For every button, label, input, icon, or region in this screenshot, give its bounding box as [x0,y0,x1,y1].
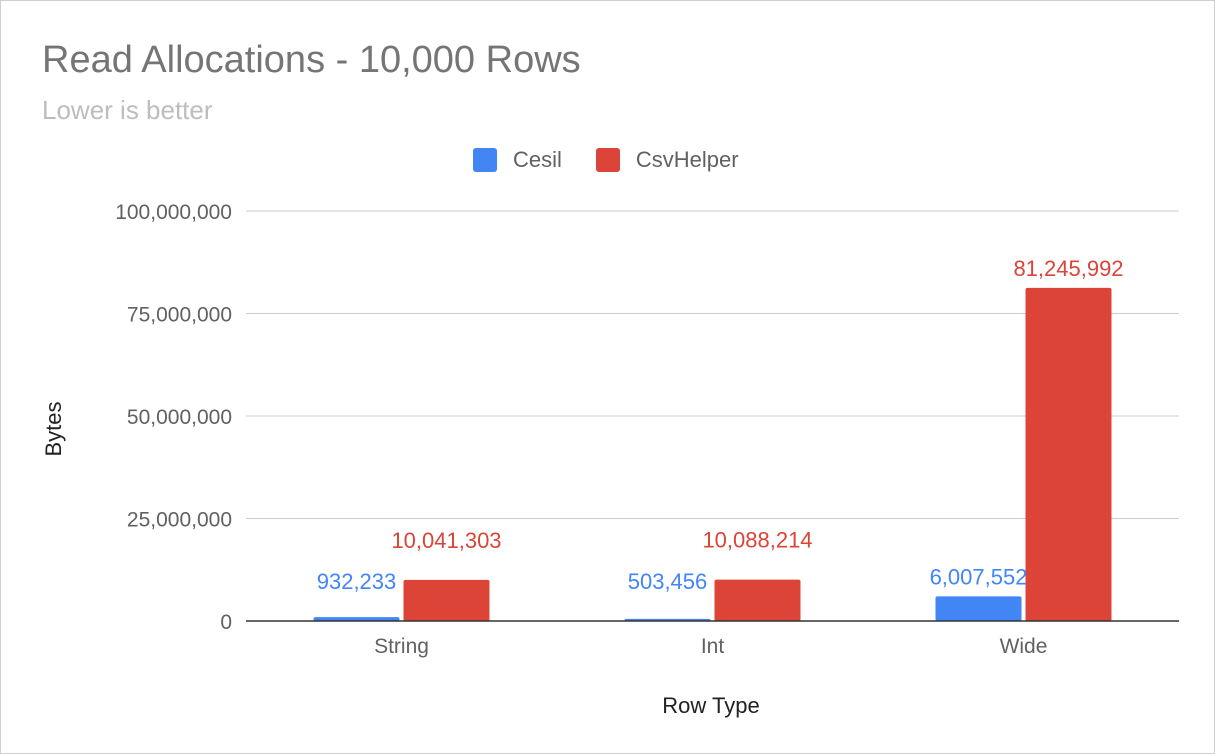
bar-csvhelper-string[interactable] [403,579,490,621]
chart-subtitle: Lower is better [42,95,213,125]
data-label-cesil-wide: 6,007,552 [930,564,1028,589]
legend-swatch-csvhelper [595,148,620,172]
y-tick-label: 50,000,000 [127,406,232,429]
y-axis-title: Bytes [41,401,66,456]
legend-label-cesil: Cesil [513,147,562,172]
data-label-csvhelper-string: 10,041,303 [391,528,501,553]
bars [313,287,1112,621]
y-tick-label: 0 [220,611,232,634]
axes: 0 25,000,000 50,000,000 75,000,000 100,000,0… [41,201,1179,718]
data-label-cesil-string: 932,233 [317,569,397,594]
x-tick-label: Wide [1000,635,1048,658]
y-tick-label: 25,000,000 [127,509,232,532]
legend-swatch-cesil [473,148,497,172]
data-labels: 932,233 10,041,303 503,456 10,088,214 6,007,… [317,256,1124,594]
legend-item-csvhelper[interactable]: CsvHelper [595,147,739,173]
data-label-csvhelper-wide: 81,245,992 [1013,256,1123,281]
data-label-csvhelper-int: 10,088,214 [702,528,812,553]
legend-label-csvhelper: CsvHelper [635,147,739,172]
bar-csvhelper-wide[interactable] [1025,287,1112,621]
bar-csvhelper-int[interactable] [714,579,801,621]
legend-item-cesil[interactable]: Cesil [473,147,562,173]
bar-cesil-wide[interactable] [935,596,1022,621]
x-tick-label: String [374,635,429,658]
bar-cesil-string[interactable] [313,617,400,621]
x-tick-label: Int [701,635,725,658]
x-axis-title: Row Type [662,693,759,718]
data-label-cesil-int: 503,456 [628,569,708,594]
chart-title: Read Allocations - 10,000 Rows [42,39,581,81]
y-tick-label: 100,000,000 [115,201,232,224]
gridlines [246,210,1179,519]
y-tick-label: 75,000,000 [127,304,232,327]
legend: Cesil CsvHelper [473,147,773,173]
